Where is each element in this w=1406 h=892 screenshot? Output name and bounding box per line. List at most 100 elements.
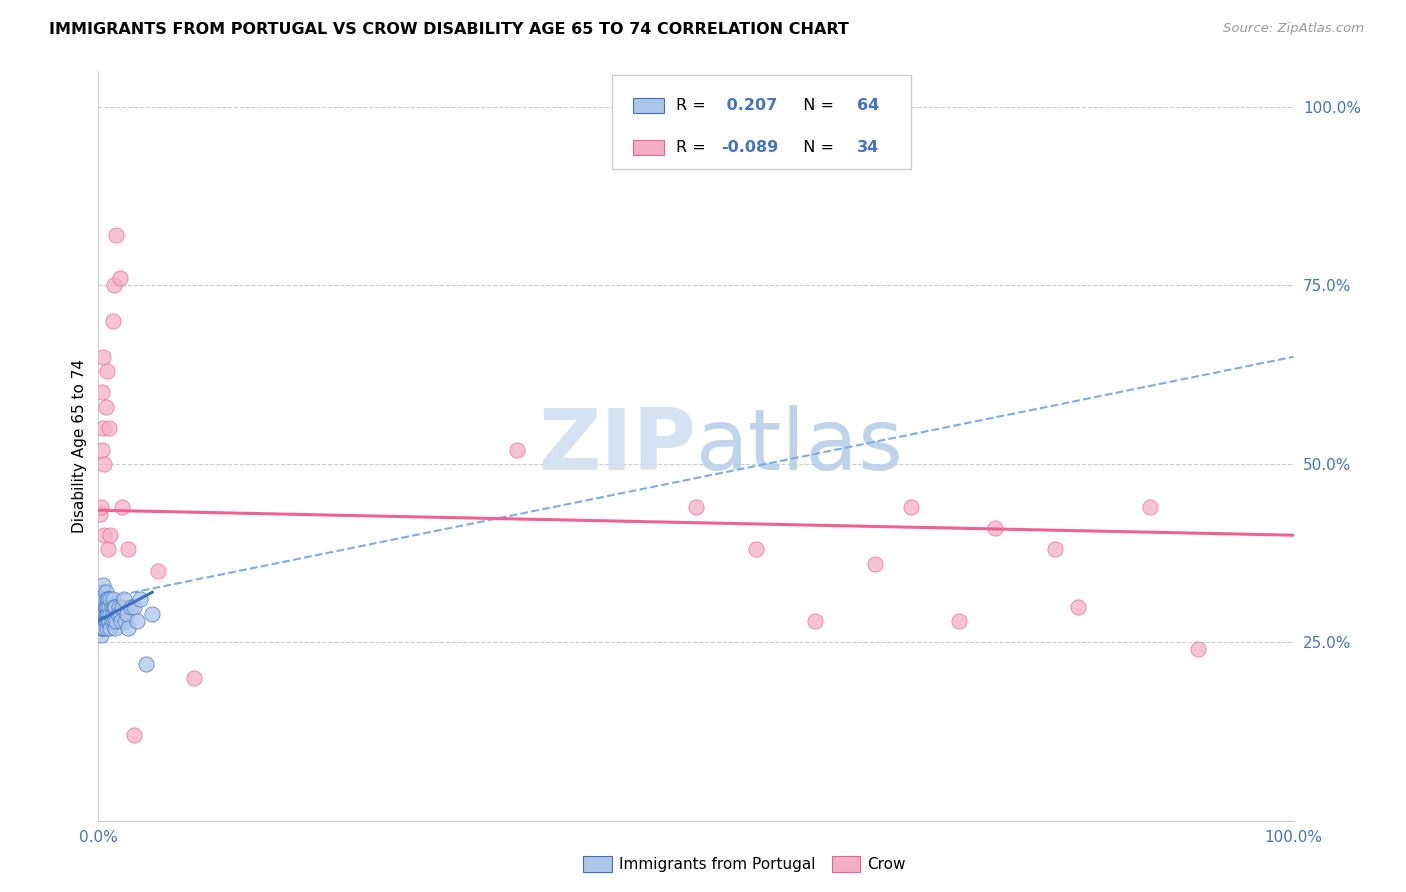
Point [91, 614, 114, 628]
Point [90, 585, 112, 599]
Point [124, 728, 146, 742]
Point [120, 599, 142, 614]
Point [91, 385, 114, 400]
Point [112, 592, 135, 607]
Point [93, 621, 115, 635]
FancyBboxPatch shape [633, 98, 664, 113]
Point [804, 614, 827, 628]
Text: Source: ZipAtlas.com: Source: ZipAtlas.com [1223, 22, 1364, 36]
Point [90, 628, 112, 642]
Point [96, 599, 118, 614]
Point [98, 599, 121, 614]
Point [103, 614, 125, 628]
Point [148, 564, 170, 578]
Point [101, 314, 124, 328]
Point [91, 599, 114, 614]
Point [89, 607, 111, 621]
Point [105, 228, 128, 243]
Point [94, 585, 117, 599]
Point [110, 614, 132, 628]
Text: 0.207: 0.207 [721, 98, 778, 113]
Text: IMMIGRANTS FROM PORTUGAL VS CROW DISABILITY AGE 65 TO 74 CORRELATION CHART: IMMIGRANTS FROM PORTUGAL VS CROW DISABIL… [49, 22, 849, 37]
Point [91, 592, 114, 607]
Point [117, 542, 139, 557]
Point [104, 599, 127, 614]
Point [865, 557, 887, 571]
Point [93, 592, 115, 607]
Point [103, 278, 125, 293]
Point [96, 621, 118, 635]
Point [107, 607, 129, 621]
Point [91, 607, 114, 621]
Point [141, 607, 163, 621]
Text: ZIP: ZIP [538, 404, 696, 488]
Point [1187, 642, 1209, 657]
Point [90, 500, 112, 514]
Text: 34: 34 [858, 140, 880, 154]
Point [93, 528, 115, 542]
Point [91, 607, 114, 621]
Point [98, 607, 122, 621]
Point [93, 607, 115, 621]
Point [900, 500, 922, 514]
Point [115, 607, 138, 621]
Point [98, 421, 121, 435]
FancyBboxPatch shape [613, 75, 911, 169]
Point [96, 364, 118, 378]
Point [98, 614, 121, 628]
Point [89, 592, 111, 607]
Point [90, 614, 112, 628]
Point [105, 614, 128, 628]
Point [104, 621, 127, 635]
Point [506, 442, 529, 457]
Text: R =: R = [676, 140, 710, 154]
Point [107, 599, 129, 614]
Text: Crow: Crow [868, 857, 905, 871]
Text: -0.089: -0.089 [721, 140, 779, 154]
Point [89, 507, 111, 521]
Point [94, 607, 117, 621]
Point [89, 621, 111, 635]
Point [98, 528, 122, 542]
Point [91, 350, 114, 364]
Point [114, 614, 136, 628]
Point [93, 614, 115, 628]
Point [948, 614, 970, 628]
Point [101, 592, 124, 607]
Text: atlas: atlas [696, 404, 904, 488]
Point [91, 442, 114, 457]
Text: Immigrants from Portugal: Immigrants from Portugal [619, 857, 815, 871]
Point [183, 671, 205, 685]
Point [100, 599, 122, 614]
Point [96, 607, 118, 621]
Point [97, 592, 120, 607]
Point [93, 457, 115, 471]
Point [129, 592, 152, 607]
Point [94, 599, 117, 614]
Point [91, 585, 114, 599]
Point [97, 542, 120, 557]
Y-axis label: Disability Age 65 to 74: Disability Age 65 to 74 [72, 359, 87, 533]
Point [117, 621, 139, 635]
Point [91, 421, 114, 435]
Point [984, 521, 1007, 535]
Point [97, 614, 120, 628]
Point [745, 542, 768, 557]
Point [91, 614, 114, 628]
Point [90, 607, 112, 621]
Point [91, 621, 114, 635]
Text: N =: N = [793, 140, 839, 154]
Point [108, 271, 131, 285]
Text: 64: 64 [858, 98, 880, 113]
Point [101, 607, 124, 621]
Point [124, 599, 146, 614]
Point [111, 500, 134, 514]
Point [97, 607, 120, 621]
Text: R =: R = [676, 98, 710, 113]
Point [100, 614, 122, 628]
Point [93, 599, 115, 614]
Point [135, 657, 157, 671]
Point [94, 400, 117, 414]
Point [685, 500, 707, 514]
Text: N =: N = [793, 98, 839, 113]
